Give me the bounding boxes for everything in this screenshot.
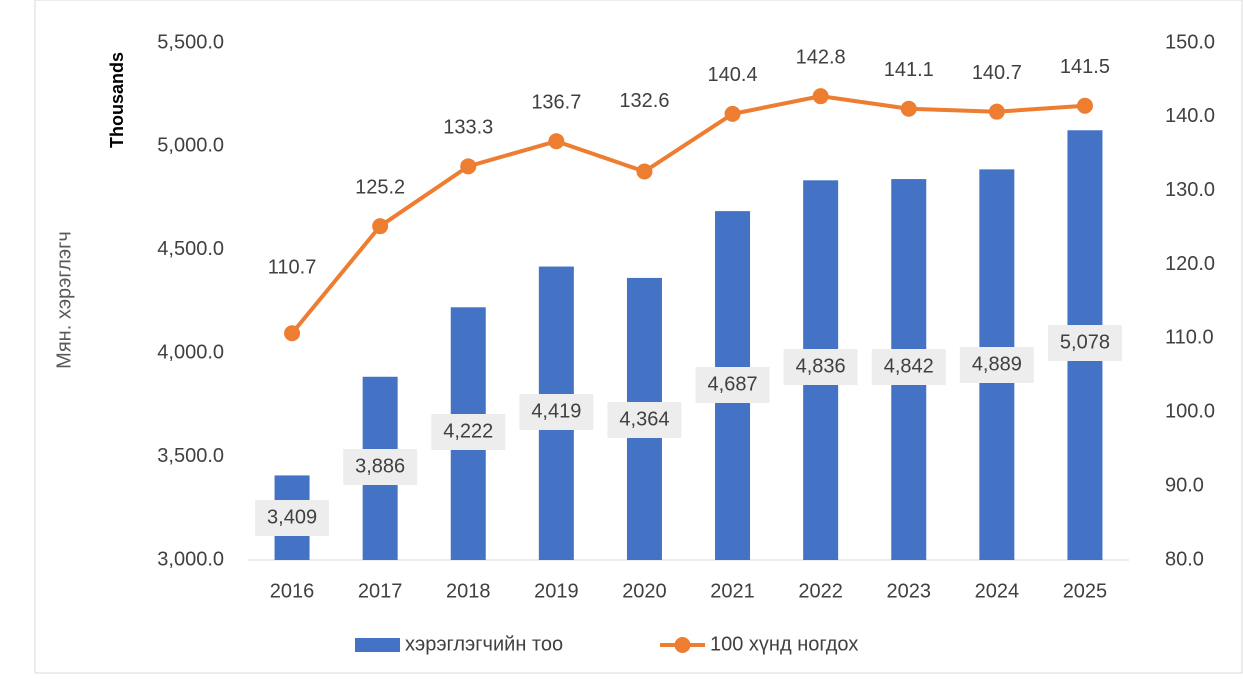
data-label: 133.3: [443, 117, 493, 139]
data-label-bg: [871, 349, 946, 385]
y2-tick-label: 150.0: [1165, 31, 1215, 53]
x-tick-label: 2016: [270, 580, 315, 602]
data-label-bg: [519, 394, 594, 430]
x-tick-label: 2018: [446, 580, 491, 602]
line-point: [988, 103, 1005, 120]
line-point: [636, 163, 653, 180]
line: [290, 94, 1086, 335]
x-tick-label: 2021: [710, 580, 755, 602]
y2-tick-label: 80.0: [1165, 548, 1204, 570]
y-axis-label: Мян. хэрэглэгч: [53, 231, 75, 369]
line-point: [284, 325, 301, 342]
data-label: 141.1: [884, 59, 934, 81]
line-point: [460, 158, 477, 175]
y-tick-label: 3,500.0: [157, 445, 224, 467]
data-label-bg: [783, 349, 858, 385]
data-label: 4,687: [708, 373, 758, 395]
legend-swatch: [674, 637, 691, 653]
data-label-bg: [607, 402, 682, 438]
y-tick-label: 4,500.0: [157, 238, 224, 260]
y2-tick-label: 130.0: [1165, 179, 1215, 201]
data-label: 140.4: [708, 64, 758, 86]
data-label-bg: [959, 347, 1034, 383]
data-label-bg: [343, 449, 418, 485]
y2-tick-label: 90.0: [1165, 474, 1204, 496]
line-point: [812, 88, 829, 105]
data-label: 125.2: [355, 176, 405, 198]
x-tick-label: 2019: [534, 580, 579, 602]
data-label: 3,886: [355, 455, 405, 477]
line-point: [1076, 97, 1093, 114]
data-label-bg: [1047, 325, 1122, 361]
data-label: 4,419: [531, 400, 581, 422]
data-label: 110.7: [268, 257, 317, 279]
y2-tick-label: 120.0: [1165, 253, 1215, 275]
x-tick-label: 2023: [887, 580, 932, 602]
data-label: 141.5: [1060, 56, 1110, 78]
chart-border: [34, 0, 1243, 674]
y-tick-label: 4,000.0: [157, 341, 224, 363]
data-label-bg: [695, 367, 770, 403]
line-point: [724, 105, 741, 122]
x-tick-label: 2017: [358, 580, 403, 602]
data-label-bg: [255, 500, 330, 536]
data-label: 142.8: [796, 46, 846, 68]
data-label: 4,889: [972, 353, 1022, 375]
data-label: 136.7: [531, 92, 581, 114]
data-label: 4,842: [884, 355, 934, 377]
data-label-bg: [431, 414, 506, 450]
data-label: 4,836: [796, 355, 846, 377]
y-tick-label: 5,000.0: [157, 135, 224, 157]
data-label: 132.6: [619, 90, 669, 112]
legend-label: хэрэглэгчийн тоо: [405, 633, 563, 655]
line-point: [900, 100, 917, 117]
data-label: 5,078: [1060, 331, 1110, 353]
data-label: 3,409: [267, 506, 317, 528]
x-tick-label: 2022: [798, 580, 843, 602]
x-tick-label: 2020: [622, 580, 667, 602]
y2-tick-label: 100.0: [1165, 401, 1215, 423]
legend-swatch: [355, 638, 400, 652]
legend-label: 100 хүнд ногдох: [710, 633, 858, 655]
y-axis-units: Thousands: [107, 52, 127, 148]
data-label: 4,222: [443, 420, 493, 442]
y-tick-label: 3,000.0: [157, 548, 224, 570]
line-point: [548, 133, 565, 150]
x-tick-label: 2024: [975, 580, 1020, 602]
y2-tick-label: 110.0: [1165, 327, 1214, 349]
line-point: [372, 218, 389, 235]
data-label: 4,364: [619, 408, 669, 430]
y-tick-label: 5,500.0: [157, 31, 224, 53]
data-label: 140.7: [972, 62, 1022, 84]
x-tick-label: 2025: [1063, 580, 1108, 602]
y2-tick-label: 140.0: [1165, 105, 1215, 127]
